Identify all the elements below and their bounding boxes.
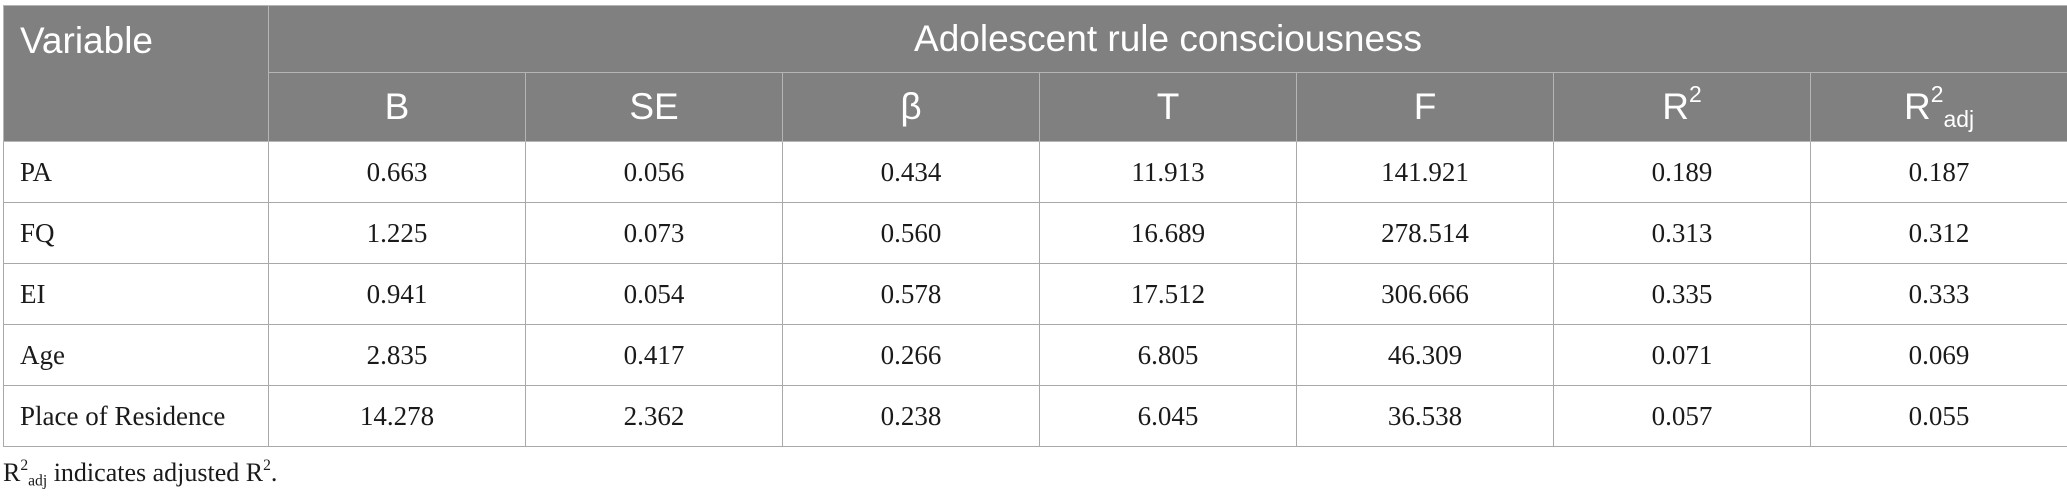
f-cell: 46.309 (1296, 324, 1554, 386)
table-body: PA 0.663 0.056 0.434 11.913 141.921 0.18… (3, 141, 2067, 447)
b-cell: 14.278 (268, 385, 526, 447)
table-row: Place of Residence 14.278 2.362 0.238 6.… (3, 385, 2067, 447)
table-row: PA 0.663 0.056 0.434 11.913 141.921 0.18… (3, 141, 2067, 203)
f-cell: 141.921 (1296, 141, 1554, 203)
t-cell: 6.045 (1039, 385, 1297, 447)
se-cell: 2.362 (525, 385, 783, 447)
b-cell: 2.835 (268, 324, 526, 386)
r2adj-cell: 0.333 (1809, 263, 2067, 325)
column-header-t: T (1039, 72, 1297, 142)
footnote-r-base: R (3, 458, 21, 487)
footnote-end-superscript: 2 (263, 457, 271, 475)
r2-cell: 0.313 (1553, 202, 1811, 264)
r2adj-cell: 0.312 (1809, 202, 2067, 264)
table-row: FQ 1.225 0.073 0.560 16.689 278.514 0.31… (3, 202, 2067, 264)
variable-cell: Place of Residence (3, 385, 269, 447)
variable-column-header: Variable (3, 5, 269, 142)
column-header-se: SE (525, 72, 783, 142)
regression-table: Variable Adolescent rule consciousness B… (3, 5, 2067, 447)
r2adj-cell: 0.069 (1809, 324, 2067, 386)
f-cell: 278.514 (1296, 202, 1554, 264)
footnote-r-subscript: adj (28, 472, 48, 490)
r2adj-cell: 0.055 (1809, 385, 2067, 447)
table-footnote: R2adj indicates adjusted R2. (3, 457, 278, 490)
group-header: Adolescent rule consciousness (267, 5, 2067, 73)
beta-cell: 0.560 (782, 202, 1040, 264)
se-cell: 0.054 (525, 263, 783, 325)
table-row: EI 0.941 0.054 0.578 17.512 306.666 0.33… (3, 263, 2067, 325)
table-header: Variable Adolescent rule consciousness B… (3, 5, 2067, 142)
beta-cell: 0.578 (782, 263, 1040, 325)
beta-cell: 0.266 (782, 324, 1040, 386)
regression-table-wrapper: Variable Adolescent rule consciousness B… (3, 5, 2067, 447)
column-header-r2: R2 (1553, 72, 1811, 142)
r2-superscript: 2 (1688, 80, 1702, 107)
t-cell: 6.805 (1039, 324, 1297, 386)
r2-cell: 0.335 (1553, 263, 1811, 325)
r2adj-superscript: 2 (1930, 80, 1944, 107)
f-cell: 306.666 (1296, 263, 1554, 325)
r2-cell: 0.071 (1553, 324, 1811, 386)
beta-cell: 0.434 (782, 141, 1040, 203)
variable-cell: PA (3, 141, 269, 203)
b-cell: 0.941 (268, 263, 526, 325)
r2adj-base: R (1903, 86, 1931, 127)
column-header-b: B (268, 72, 526, 142)
r2-cell: 0.189 (1553, 141, 1811, 203)
beta-cell: 0.238 (782, 385, 1040, 447)
column-header-r2-adj: R2adj (1809, 72, 2067, 142)
f-cell: 36.538 (1296, 385, 1554, 447)
variable-cell: FQ (3, 202, 269, 264)
footnote-text: indicates adjusted R (47, 458, 264, 487)
footnote-r-superscript: 2 (20, 457, 29, 475)
t-cell: 11.913 (1039, 141, 1297, 203)
r2-base: R (1662, 86, 1689, 127)
b-cell: 1.225 (268, 202, 526, 264)
variable-cell: EI (3, 263, 269, 325)
r2adj-cell: 0.187 (1809, 141, 2067, 203)
t-cell: 16.689 (1039, 202, 1297, 264)
t-cell: 17.512 (1039, 263, 1297, 325)
table-row: Age 2.835 0.417 0.266 6.805 46.309 0.071… (3, 324, 2067, 386)
variable-cell: Age (3, 324, 269, 386)
b-cell: 0.663 (268, 141, 526, 203)
column-header-beta: β (782, 72, 1040, 142)
se-cell: 0.073 (525, 202, 783, 264)
r2-cell: 0.057 (1553, 385, 1811, 447)
column-header-f: F (1296, 72, 1554, 142)
footnote-period: . (270, 458, 278, 487)
se-cell: 0.417 (525, 324, 783, 386)
r2adj-subscript: adj (1943, 106, 1975, 133)
se-cell: 0.056 (525, 141, 783, 203)
